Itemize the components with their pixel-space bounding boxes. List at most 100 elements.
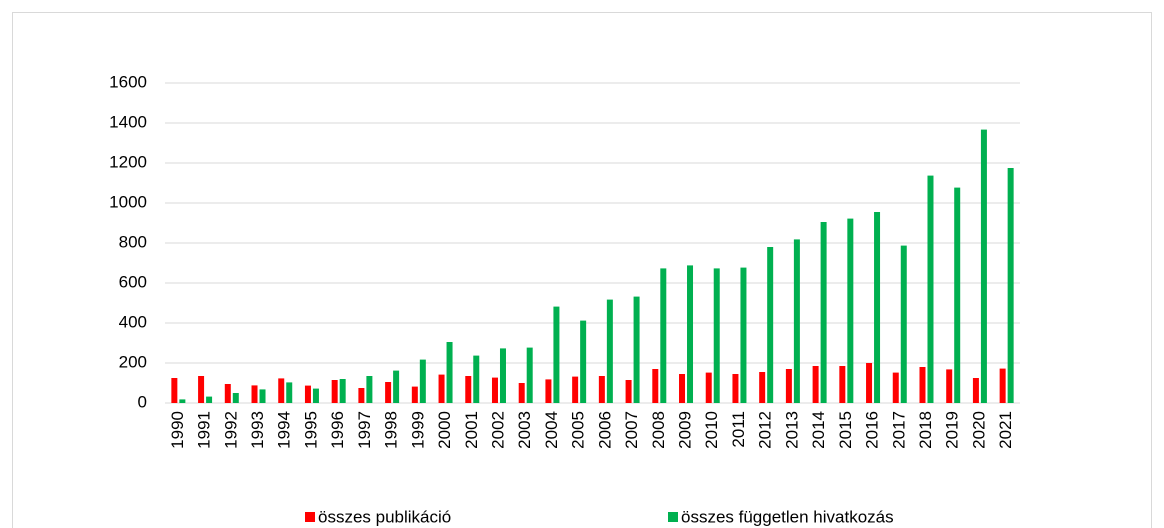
x-tick-label: 1994 (275, 411, 294, 449)
x-tick-label: 1997 (355, 411, 374, 449)
x-tick-label: 2014 (809, 411, 828, 449)
x-tick-label: 1995 (301, 411, 320, 449)
bar (286, 382, 293, 403)
bar (972, 378, 979, 403)
x-tick-label: 2000 (435, 411, 454, 449)
bar (312, 388, 319, 403)
x-tick-label: 1999 (408, 411, 427, 449)
legend-swatch (668, 512, 678, 522)
bar (980, 129, 987, 403)
bar (954, 187, 961, 403)
bar (419, 359, 426, 403)
bar (179, 399, 186, 403)
y-tick-label: 1000 (109, 192, 147, 211)
x-tick-label: 2020 (969, 411, 988, 449)
bar (553, 306, 560, 403)
bar (847, 218, 854, 403)
bar (411, 386, 418, 403)
bar (366, 376, 373, 403)
bar (732, 374, 739, 403)
bar (946, 369, 953, 403)
bar (598, 376, 605, 403)
y-tick-label: 200 (119, 352, 147, 371)
bar (438, 374, 445, 403)
x-tick-label: 2004 (542, 411, 561, 449)
bar (866, 363, 873, 403)
bar (545, 379, 552, 403)
x-tick-label: 2015 (836, 411, 855, 449)
y-tick-label: 1400 (109, 112, 147, 131)
bar (198, 376, 205, 403)
x-tick-label: 2008 (649, 411, 668, 449)
bar (660, 268, 667, 403)
bar (999, 368, 1006, 403)
bar (580, 320, 587, 403)
x-tick-label: 1990 (168, 411, 187, 449)
bar (759, 372, 766, 403)
bar (499, 348, 506, 403)
legend-label: összes független hivatkozás (681, 507, 894, 526)
bar (358, 388, 365, 403)
bar (900, 245, 907, 403)
bar (839, 366, 846, 403)
bar (679, 374, 686, 403)
x-tick-label: 2009 (676, 411, 695, 449)
legend-swatch (305, 512, 315, 522)
x-tick-label: 2010 (702, 411, 721, 449)
bar (625, 380, 632, 403)
bar (892, 372, 899, 403)
bar (526, 347, 533, 403)
x-tick-label: 1996 (328, 411, 347, 449)
bar (606, 299, 613, 403)
x-tick-label: 1991 (195, 411, 214, 449)
bar (652, 369, 659, 403)
bar (465, 376, 472, 403)
bar (491, 377, 498, 403)
x-tick-label: 2006 (595, 411, 614, 449)
bar (331, 380, 338, 403)
x-tick-label: 2005 (569, 411, 588, 449)
y-tick-label: 400 (119, 312, 147, 331)
bar (820, 222, 827, 403)
x-tick-label: 2013 (782, 411, 801, 449)
bar (874, 212, 881, 403)
bar (259, 389, 266, 403)
bar (633, 296, 640, 403)
bar (812, 366, 819, 403)
x-tick-label: 2012 (756, 411, 775, 449)
bar (705, 372, 712, 403)
y-tick-label: 1200 (109, 152, 147, 171)
x-tick-label: 1992 (221, 411, 240, 449)
bar (385, 382, 392, 403)
bar (251, 385, 258, 403)
bar (785, 369, 792, 403)
y-tick-label: 600 (119, 272, 147, 291)
chart-border (12, 12, 1152, 528)
x-tick-label: 2017 (889, 411, 908, 449)
x-tick-label: 1993 (248, 411, 267, 449)
x-tick-label: 1998 (382, 411, 401, 449)
x-tick-label: 2021 (996, 411, 1015, 449)
bar (740, 267, 747, 403)
bar (1007, 168, 1014, 403)
legend-label: összes publikáció (318, 507, 451, 526)
bar (518, 383, 525, 403)
bar (687, 265, 694, 403)
bar (919, 367, 926, 403)
x-tick-label: 2011 (729, 411, 748, 448)
bar (393, 370, 400, 403)
x-tick-label: 2019 (943, 411, 962, 449)
bar (793, 239, 800, 403)
bar (927, 175, 934, 403)
bar (767, 247, 774, 403)
bar (713, 268, 720, 403)
bar (171, 378, 178, 403)
bar (206, 396, 213, 403)
y-tick-label: 0 (138, 392, 147, 411)
x-tick-label: 2003 (515, 411, 534, 449)
bar (304, 385, 311, 403)
x-tick-label: 2001 (462, 411, 481, 449)
x-tick-label: 2016 (863, 411, 882, 449)
